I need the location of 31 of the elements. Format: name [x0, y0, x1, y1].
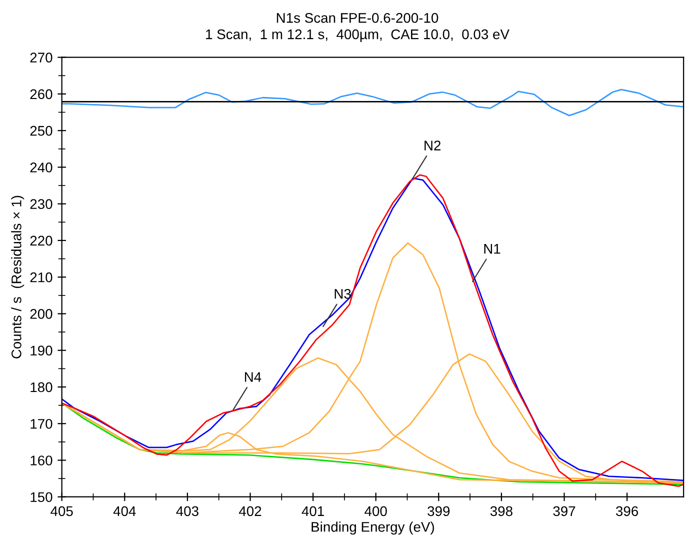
chart-subtitle: 1 Scan, 1 m 12.1 s, 400µm, CAE 10.0, 0.03 eV: [206, 29, 510, 42]
x-tick-label: 403: [176, 506, 198, 516]
y-tick-label: 200: [30, 309, 52, 319]
y-tick-label: 170: [30, 418, 52, 429]
y-tick-label: 210: [30, 272, 52, 282]
y-tick-label: 250: [30, 126, 52, 136]
y-axis-title: Counts / s (Residuals × 1): [11, 196, 24, 358]
annotation: N1: [484, 244, 500, 254]
y-tick-label: 160: [30, 456, 52, 466]
y-tick-label: 190: [30, 346, 52, 356]
annotation: N2: [424, 140, 441, 150]
y-tick-label: 230: [30, 199, 52, 210]
y-tick-label: 270: [30, 52, 52, 62]
y-tick-label: 240: [30, 162, 52, 172]
x-tick-label: 396: [616, 506, 638, 516]
x-axis-title: Binding Energy (eV): [312, 522, 434, 535]
x-tick-label: 401: [302, 506, 324, 516]
chart-title: N1s Scan FPE-0.6-200-10: [276, 13, 438, 23]
x-tick-label: 405: [50, 506, 73, 516]
annotation: N4: [244, 372, 262, 382]
x-tick-label: 398: [490, 506, 512, 516]
x-tick-label: 399: [428, 506, 450, 516]
x-tick-label: 404: [113, 506, 136, 516]
y-tick-label: 260: [30, 89, 52, 100]
x-tick-label: 402: [238, 506, 262, 516]
y-tick-label: 220: [30, 236, 52, 246]
x-tick-label: 397: [553, 506, 576, 516]
x-tick-label: 400: [364, 506, 387, 516]
annotation: N3: [334, 288, 351, 299]
y-tick-label: 180: [30, 382, 52, 392]
y-tick-label: 150: [30, 492, 52, 502]
